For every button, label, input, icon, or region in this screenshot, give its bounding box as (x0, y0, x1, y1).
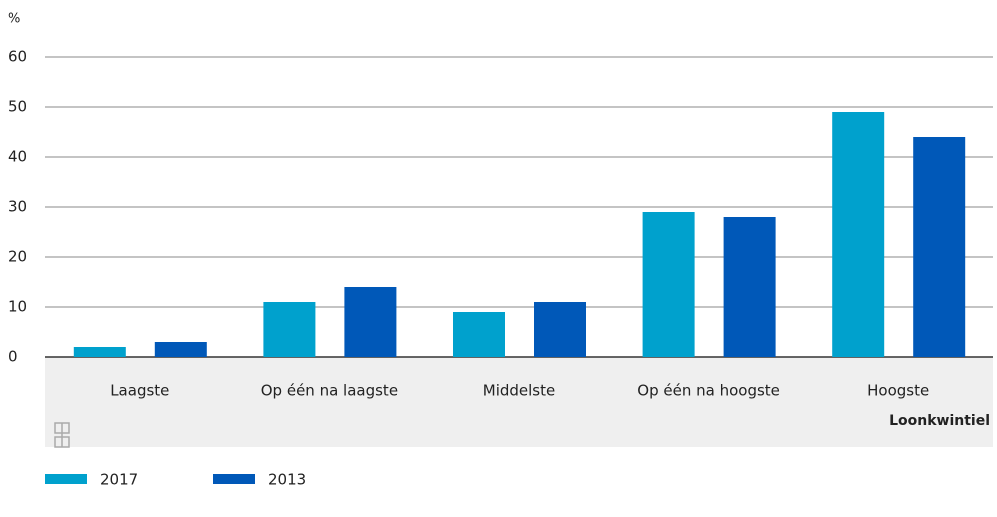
bar (913, 137, 966, 357)
legend-label: 2017 (100, 471, 138, 489)
y-tick-label: 60 (8, 48, 27, 66)
bar (723, 217, 776, 357)
x-axis-label: Loonkwintiel (889, 413, 990, 429)
bar (642, 212, 695, 357)
legend-label: 2013 (268, 471, 306, 489)
y-tick-label: 10 (8, 298, 27, 316)
bar (453, 312, 505, 357)
x-tick-label: Op één na hoogste (637, 382, 780, 400)
bar (534, 302, 586, 357)
y-tick-label: 40 (8, 148, 27, 166)
bar (832, 112, 885, 357)
legend-swatch (45, 474, 87, 484)
y-unit: % (8, 12, 20, 27)
bar (154, 342, 207, 357)
y-tick-label: 20 (8, 248, 27, 266)
y-tick-label: 50 (8, 98, 27, 116)
x-tick-label: Op één na laagste (261, 382, 398, 400)
logo (54, 422, 70, 448)
x-tick-label: Hoogste (867, 382, 929, 400)
bar (263, 302, 316, 357)
y-tick-label: 30 (8, 198, 27, 216)
bar (344, 287, 397, 357)
legend-swatch (213, 474, 255, 484)
bar (73, 347, 126, 357)
x-tick-label: Middelste (483, 382, 555, 400)
y-tick-label: 0 (8, 348, 18, 366)
x-tick-label: Laagste (110, 382, 169, 400)
x-axis-band (45, 357, 993, 447)
